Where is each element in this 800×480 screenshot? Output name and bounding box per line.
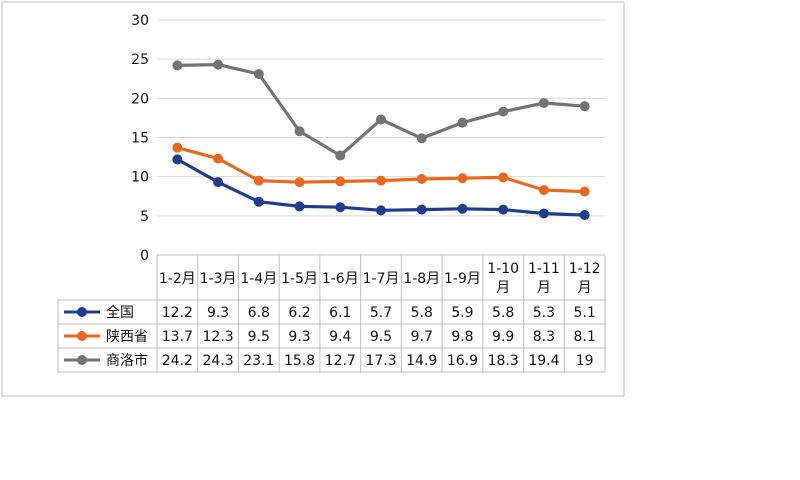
data-point [457,203,468,214]
table-value-cell: 9.4 [329,329,351,345]
x-category-label: 1-8月 [403,271,440,287]
table-value-cell: 5.1 [574,305,596,321]
data-point [253,69,264,80]
data-point [213,153,224,164]
chart-border [1,1,625,397]
table-value-cell: 15.8 [284,353,315,369]
table-value-cell: 12.7 [325,353,356,369]
data-point [294,126,305,137]
table-value-cell: 5.3 [533,305,555,321]
table-value-cell: 5.9 [451,305,473,321]
y-tick-label: 25 [131,52,149,68]
legend-key-marker [77,307,87,317]
data-point [498,106,509,117]
data-point [416,174,427,185]
legend-series-name: 全国 [106,304,134,321]
data-point [253,196,264,207]
table-value-cell: 9.3 [288,329,310,345]
data-point [335,202,346,213]
data-point [294,177,305,188]
table-value-cell: 12.3 [203,329,234,345]
data-point [376,175,386,186]
table-value-cell: 24.3 [203,353,234,369]
table-value-cell: 18.3 [488,353,519,369]
table-value-cell: 16.9 [447,353,478,369]
legend-key-marker [77,331,87,341]
table-value-cell: 6.8 [248,305,270,321]
table-value-cell: 6.2 [288,305,310,321]
data-point [579,210,590,221]
table-value-cell: 9.7 [411,329,433,345]
data-point [253,175,264,186]
x-category-label: 1-3月 [200,271,237,287]
x-category-label: 1-4月 [240,271,277,287]
table-value-cell: 23.1 [243,353,274,369]
data-point [538,184,549,195]
table-value-cell: 5.7 [370,305,392,321]
data-point [579,186,590,197]
x-category-label: 1-11 月 [528,261,560,296]
data-point [498,204,509,215]
table-value-cell: 19.4 [528,353,559,369]
x-category-label: 1-10 月 [487,261,519,296]
y-tick-label: 15 [131,131,149,147]
table-value-cell: 9.9 [492,329,514,345]
legend-key-marker [77,355,87,365]
table-value-cell: 8.1 [574,329,596,345]
y-tick-label: 5 [140,209,149,225]
table-value-cell: 6.1 [329,305,351,321]
y-axis-tick-labels: 30 25 20 15 10 5 0 [131,13,149,264]
y-tick-label: 20 [131,91,149,107]
table-value-cell: 19 [576,353,594,369]
x-category-label: 1-7月 [363,271,400,287]
table-value-cell: 24.2 [162,353,193,369]
data-point [335,176,346,187]
data-point [538,98,549,109]
y-tick-label: 30 [131,13,149,29]
table-value-cell: 8.3 [533,329,555,345]
data-point [213,59,224,70]
table-value-cell: 9.3 [207,305,229,321]
table-value-cell: 5.8 [411,305,433,321]
series-lines [172,59,590,221]
data-point [538,208,549,219]
table-value-cell: 17.3 [365,353,396,369]
x-category-label: 1-9月 [444,271,481,287]
x-category-label: 1-6月 [322,271,359,287]
data-point [416,204,427,215]
data-point [172,142,183,153]
data-point [294,201,305,212]
y-tick-label: 10 [131,170,149,186]
data-point [172,60,183,71]
data-point [376,205,386,216]
legend-series-name: 陕西省 [106,329,148,345]
table-value-cell: 5.8 [492,305,514,321]
x-category-label: 1-12 月 [569,261,601,296]
data-point [498,172,509,183]
x-category-label: 1-5月 [281,271,318,287]
table-value-cell: 9.8 [451,329,473,345]
table-value-cell: 9.5 [370,329,392,345]
data-point [416,133,427,144]
data-point [335,150,346,161]
data-table: 1-2月 1-3月 1-4月 1-5月 1-6月 1-7月 1-8月 1-9月 1-10 月 1-1… [57,254,606,373]
table-value-cell: 13.7 [162,329,193,345]
data-point [457,117,468,128]
data-point [172,154,183,165]
table-value-cell: 9.5 [248,329,270,345]
y-tick-label: 0 [140,248,149,264]
x-category-label: 1-2月 [159,271,196,287]
data-point [213,177,224,188]
data-point [579,101,590,112]
data-point [457,173,468,184]
legend-series-name: 商洛市 [106,352,148,369]
data-point [376,114,386,125]
table-value-cell: 12.2 [162,305,193,321]
table-value-cell: 14.9 [406,353,437,369]
